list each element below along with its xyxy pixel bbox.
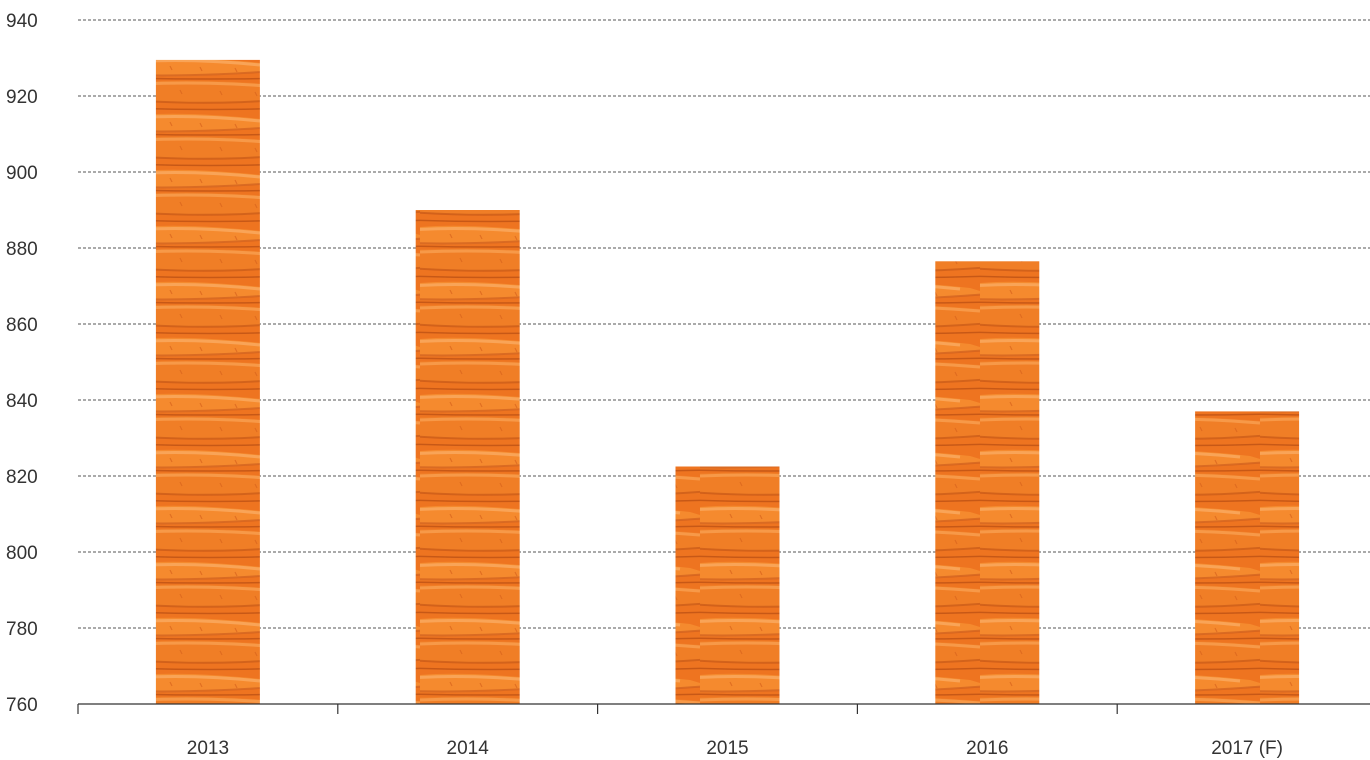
y-tick-label-940: 940	[6, 11, 38, 32]
y-tick-label-820: 820	[6, 467, 38, 488]
bar-2017-F	[1195, 411, 1300, 704]
x-tick-label-2017-F: 2017 (F)	[1211, 738, 1283, 759]
bar-2016	[935, 261, 1040, 704]
y-tick-label-800: 800	[6, 543, 38, 564]
y-tick-label-840: 840	[6, 391, 38, 412]
bar-2015	[675, 466, 780, 704]
y-tick-label-880: 880	[6, 239, 38, 260]
x-tick-label-2016: 2016	[966, 738, 1008, 759]
y-tick-label-920: 920	[6, 87, 38, 108]
y-tick-label-760: 760	[6, 695, 38, 716]
x-tick-label-2014: 2014	[447, 738, 490, 759]
x-tick-label-2013: 2013	[187, 738, 229, 759]
x-tick-label-2015: 2015	[706, 738, 748, 759]
y-tick-label-860: 860	[6, 315, 38, 336]
y-tick-label-900: 900	[6, 163, 38, 184]
bar-2014	[415, 210, 520, 704]
y-tick-label-780: 780	[6, 619, 38, 640]
bar-2013	[155, 59, 260, 704]
